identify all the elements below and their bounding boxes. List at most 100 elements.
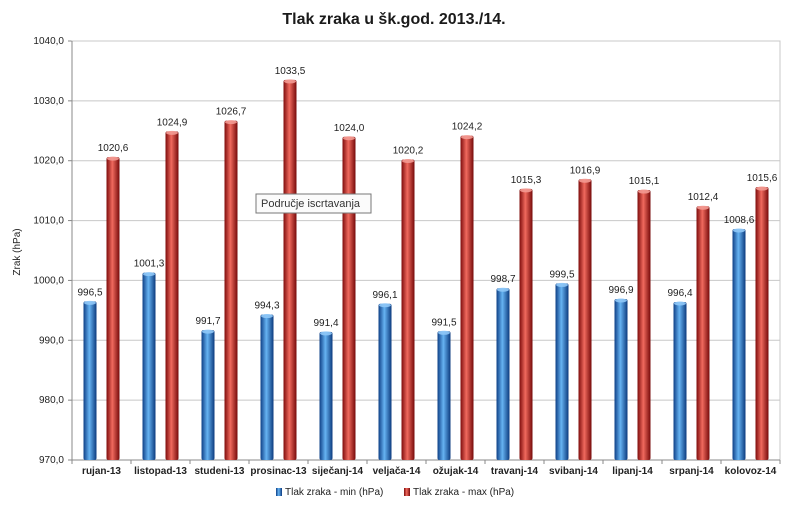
bar-max[interactable]	[519, 188, 533, 460]
bar-max-cap	[343, 136, 355, 141]
data-label-min: 996,4	[667, 288, 692, 299]
x-tick-label: ožujak-14	[433, 466, 479, 477]
bar-max-cap	[579, 178, 591, 183]
data-label-max: 1024,2	[452, 122, 483, 133]
bar-min-cap	[556, 282, 568, 287]
x-tick-label: srpanj-14	[669, 466, 714, 477]
bar-min-cap	[84, 300, 96, 305]
y-axis-title: Zrak (hPa)	[12, 228, 23, 275]
bar-min[interactable]	[201, 330, 215, 460]
bar-min-cap	[379, 303, 391, 308]
x-tick-label: rujan-13	[82, 466, 121, 477]
data-label-min: 991,5	[431, 317, 456, 328]
data-label-min: 994,3	[254, 301, 279, 312]
y-tick-label: 1020,0	[33, 156, 64, 167]
legend-swatch-min	[276, 488, 282, 496]
bar-max-cap	[166, 130, 178, 135]
data-label-min: 996,5	[77, 287, 102, 298]
bar-max[interactable]	[696, 206, 710, 460]
bar-min-cap	[674, 301, 686, 306]
bar-min[interactable]	[83, 301, 97, 460]
x-tick-label: studeni-13	[194, 466, 244, 477]
y-tick-label: 1040,0	[33, 36, 64, 47]
bar-min[interactable]	[673, 301, 687, 460]
bar-max[interactable]	[460, 135, 474, 460]
data-label-min: 1001,3	[134, 259, 165, 270]
bar-min[interactable]	[614, 298, 628, 460]
tooltip-box	[255, 193, 372, 214]
bars	[83, 79, 769, 461]
bar-max[interactable]	[755, 187, 769, 460]
legend-label-max: Tlak zraka - max (hPa)	[413, 487, 514, 498]
bar-max[interactable]	[165, 131, 179, 461]
data-label-max: 1033,5	[275, 66, 306, 77]
bar-min[interactable]	[142, 272, 156, 460]
data-label-max: 1016,9	[570, 165, 601, 176]
bar-min[interactable]	[732, 228, 746, 460]
bar-min-cap	[733, 228, 745, 233]
bar-max-cap	[461, 135, 473, 140]
y-axis-ticks: 970,0 980,0 990,0 1000,0 1010,0 1020,0 1030,0 1…	[33, 36, 72, 466]
legend-label-min: Tlak zraka - min (hPa)	[285, 487, 383, 498]
data-label-max: 1015,3	[511, 175, 542, 186]
bar-min-cap	[497, 287, 509, 292]
bar-max-cap	[225, 120, 237, 125]
bar-max[interactable]	[224, 120, 238, 461]
data-label-min: 996,9	[608, 285, 633, 296]
bar-min[interactable]	[319, 331, 333, 460]
data-labels: 996,5 1020,6 1001,3 1024,9 991,7 1026,7 994,3 1…	[77, 66, 777, 329]
tooltip: Područje iscrtavanja	[255, 193, 372, 214]
legend-swatch-max	[404, 488, 410, 496]
bar-max[interactable]	[401, 159, 415, 460]
x-tick-label: prosinac-13	[250, 466, 307, 477]
data-label-min: 996,1	[372, 290, 397, 301]
bar-max[interactable]	[342, 136, 356, 460]
x-tick-label: travanj-14	[491, 466, 539, 477]
bar-min[interactable]	[260, 314, 274, 460]
data-label-min: 991,7	[195, 316, 220, 327]
x-axis-labels: rujan-13 listopad-13 studeni-13 prosinac-13…	[71, 460, 781, 477]
bar-max[interactable]	[637, 190, 651, 460]
data-label-max: 1024,9	[157, 117, 188, 128]
bar-max-cap	[756, 186, 768, 191]
bar-min[interactable]	[437, 331, 451, 460]
data-label-min: 991,4	[313, 318, 338, 329]
data-label-min: 1008,6	[724, 215, 755, 226]
x-tick-label: svibanj-14	[549, 466, 598, 477]
data-label-max: 1015,6	[747, 173, 778, 184]
bar-min-cap	[615, 298, 627, 303]
bar-max-cap	[697, 205, 709, 210]
bar-max[interactable]	[106, 157, 120, 460]
bar-min-cap	[202, 329, 214, 334]
data-label-min: 999,5	[549, 269, 574, 280]
bar-min[interactable]	[378, 303, 392, 460]
x-tick-label: listopad-13	[134, 466, 187, 477]
bar-max-cap	[107, 156, 119, 161]
tooltip-text: Područje iscrtavanja	[261, 198, 361, 210]
data-label-min: 998,7	[490, 274, 515, 285]
data-label-max: 1024,0	[334, 123, 365, 134]
x-tick-label: veljača-14	[373, 466, 421, 477]
x-tick-label: lipanj-14	[612, 466, 653, 477]
y-tick-label: 980,0	[39, 395, 64, 406]
data-label-max: 1026,7	[216, 107, 247, 118]
chart-title: Tlak zraka u šk.god. 2013./14.	[282, 11, 505, 28]
x-tick-label: kolovoz-14	[725, 466, 777, 477]
data-label-max: 1020,2	[393, 146, 424, 157]
bar-max[interactable]	[578, 179, 592, 460]
bar-min[interactable]	[555, 283, 569, 460]
data-label-max: 1020,6	[98, 143, 129, 154]
data-label-max: 1012,4	[688, 192, 719, 203]
data-label-max: 1015,1	[629, 176, 660, 187]
y-tick-label: 990,0	[39, 335, 64, 346]
y-tick-label: 1010,0	[33, 216, 64, 227]
y-tick-label: 1000,0	[33, 275, 64, 286]
bar-max-cap	[638, 189, 650, 194]
bar-min[interactable]	[496, 288, 510, 460]
x-tick-label: siječanj-14	[312, 466, 364, 477]
bar-max[interactable]	[283, 79, 297, 461]
bar-max-cap	[520, 188, 532, 193]
bar-min-cap	[438, 330, 450, 335]
